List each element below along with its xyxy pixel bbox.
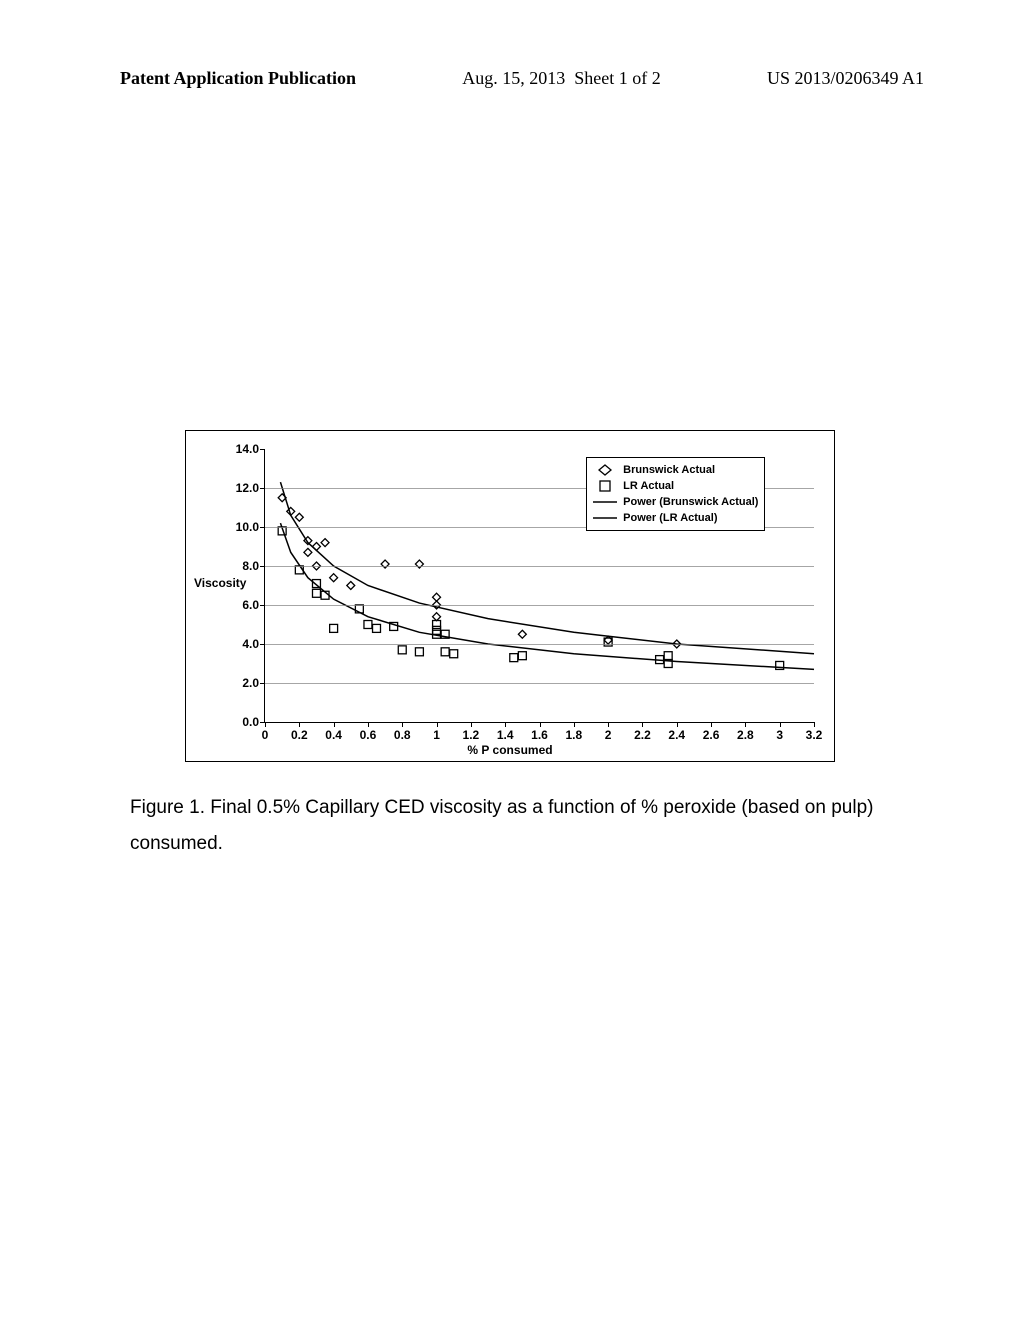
legend-label: Power (LR Actual)	[623, 512, 717, 524]
chart-frame: Viscosity 0.02.04.06.08.010.012.014.000.…	[185, 430, 835, 762]
legend-label: LR Actual	[623, 480, 674, 492]
legend-item: Brunswick Actual	[593, 462, 758, 478]
legend-label: Power (Brunswick Actual)	[623, 496, 758, 508]
page-header: Patent Application Publication Aug. 15, …	[120, 68, 924, 89]
legend-item: Power (Brunswick Actual)	[593, 494, 758, 510]
figure-1-chart: Viscosity 0.02.04.06.08.010.012.014.000.…	[185, 430, 835, 762]
legend-item: LR Actual	[593, 478, 758, 494]
publication-label: Patent Application Publication	[120, 68, 356, 89]
legend-marker-icon	[593, 511, 617, 525]
publication-date: Aug. 15, 2013 Sheet 1 of 2	[462, 68, 660, 89]
x-axis-label: % P consumed	[467, 743, 552, 757]
legend-item: Power (LR Actual)	[593, 510, 758, 526]
chart-legend: Brunswick Actual LR Actual Power (Brunswic…	[586, 457, 765, 531]
legend-marker-icon	[593, 479, 617, 493]
document-number: US 2013/0206349 A1	[767, 68, 924, 89]
y-axis-label: Viscosity	[194, 576, 246, 590]
figure-caption: Figure 1. Final 0.5% Capillary CED visco…	[130, 790, 884, 862]
legend-marker-icon	[593, 495, 617, 509]
plot-area: 0.02.04.06.08.010.012.014.000.20.40.60.8…	[264, 449, 814, 723]
legend-marker-icon	[593, 463, 617, 477]
legend-label: Brunswick Actual	[623, 464, 715, 476]
